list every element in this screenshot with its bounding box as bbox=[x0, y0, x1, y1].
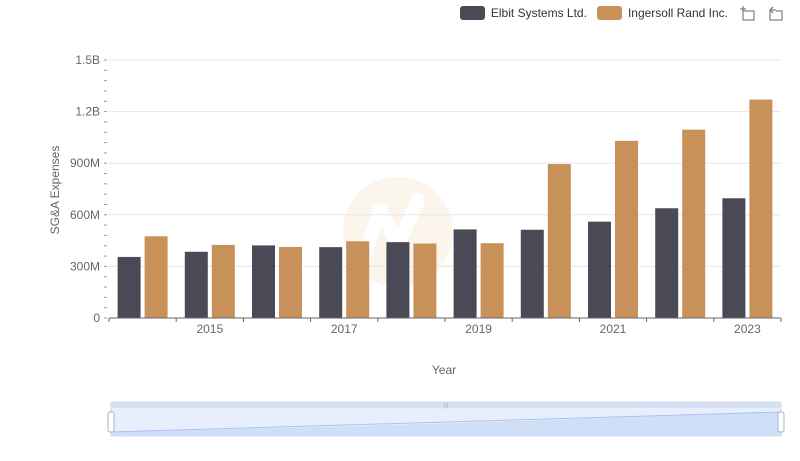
legend-item-elbit[interactable]: Elbit Systems Ltd. bbox=[459, 6, 587, 20]
x-axis: 2015 2017 2019 2021 2023 bbox=[108, 317, 782, 336]
data-zoom-handle-right[interactable] bbox=[777, 411, 785, 433]
legend-item-ingersoll[interactable]: Ingersoll Rand Inc. bbox=[596, 6, 728, 20]
x-tick-label: 2021 bbox=[600, 322, 627, 336]
bar-elbit-2018[interactable] bbox=[386, 242, 410, 318]
bar-elbit-2023[interactable] bbox=[722, 198, 746, 318]
legend-label-elbit: Elbit Systems Ltd. bbox=[490, 6, 587, 20]
bar-ingersoll-2015[interactable] bbox=[211, 244, 235, 318]
bar-ingersoll-2016[interactable] bbox=[279, 246, 302, 318]
bar-elbit-2015[interactable] bbox=[184, 251, 208, 318]
y-tick-label: 300M bbox=[70, 259, 100, 273]
bar-ingersoll-2020[interactable] bbox=[547, 164, 571, 318]
bar-ingersoll-2022[interactable] bbox=[682, 129, 706, 318]
bar-elbit-2017[interactable] bbox=[319, 247, 343, 318]
legend: Elbit Systems Ltd. Ingersoll Rand Inc. bbox=[459, 4, 784, 22]
y-tick-label: 1.5B bbox=[75, 53, 100, 67]
x-tick-label: 2015 bbox=[196, 322, 223, 336]
bar-ingersoll-2023[interactable] bbox=[749, 99, 773, 318]
legend-swatch-elbit bbox=[459, 6, 485, 20]
x-tick-label: 2023 bbox=[734, 322, 761, 336]
bar-elbit-2022[interactable] bbox=[655, 208, 679, 318]
bar-ingersoll-2021[interactable] bbox=[615, 140, 638, 318]
bars bbox=[117, 99, 773, 318]
bar-ingersoll-2017[interactable] bbox=[346, 241, 370, 318]
y-tick-label: 600M bbox=[70, 208, 100, 222]
bar-ingersoll-2014[interactable] bbox=[144, 236, 168, 318]
bar-ingersoll-2019[interactable] bbox=[480, 243, 504, 318]
bar-elbit-2020[interactable] bbox=[520, 229, 544, 318]
y-tick-label: 0 bbox=[93, 311, 100, 325]
restore-icon[interactable] bbox=[766, 4, 784, 22]
y-axis-title: SG&A Expenses bbox=[48, 146, 62, 235]
bar-ingersoll-2018[interactable] bbox=[413, 243, 437, 318]
x-tick-label: 2019 bbox=[465, 322, 492, 336]
y-tick-label: 1.2B bbox=[75, 105, 100, 119]
data-zoom-top-bar[interactable] bbox=[111, 402, 781, 408]
bar-elbit-2019[interactable] bbox=[453, 229, 477, 318]
x-tick-label: 2017 bbox=[331, 322, 358, 336]
data-zoom-grip-icon[interactable]: ||| bbox=[444, 403, 449, 409]
data-zoom-handle-left[interactable] bbox=[107, 411, 115, 433]
data-zoom-slider[interactable]: ||| bbox=[107, 401, 785, 437]
data-zoom-shadow bbox=[111, 412, 781, 436]
bar-elbit-2021[interactable] bbox=[588, 221, 611, 318]
bar-elbit-2014[interactable] bbox=[117, 256, 141, 318]
legend-label-ingersoll: Ingersoll Rand Inc. bbox=[627, 6, 728, 20]
zoom-icon[interactable] bbox=[738, 4, 756, 22]
bar-elbit-2016[interactable] bbox=[252, 245, 275, 318]
y-tick-label: 900M bbox=[70, 156, 100, 170]
x-axis-title: Year bbox=[432, 363, 456, 377]
y-axis: 0 300M 600M 900M 1.2B 1.5B bbox=[70, 53, 107, 325]
legend-swatch-ingersoll bbox=[596, 6, 622, 20]
